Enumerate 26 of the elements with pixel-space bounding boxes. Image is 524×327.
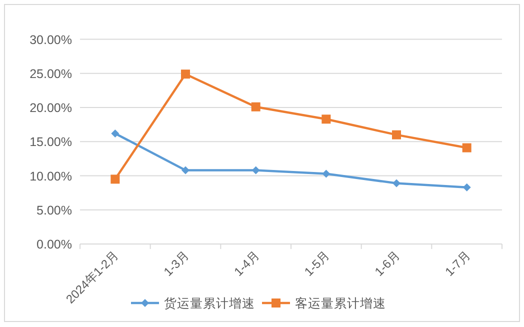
legend-label: 客运量累计增速 bbox=[295, 296, 386, 310]
point bbox=[181, 70, 190, 79]
y-tick-label: 10.00% bbox=[30, 169, 72, 184]
x-tick-label: 1-4月 bbox=[231, 248, 262, 279]
legend-label: 货运量累计增速 bbox=[164, 296, 255, 310]
x-tick-label: 1-6月 bbox=[372, 248, 403, 279]
point bbox=[392, 130, 401, 140]
y-tick-label: 0.00% bbox=[36, 238, 72, 252]
y-tick-label: 25.00% bbox=[30, 66, 72, 81]
x-tick-label: 1-7月 bbox=[442, 248, 473, 279]
y-tick-label: 20.00% bbox=[30, 101, 72, 116]
point bbox=[252, 166, 260, 174]
point bbox=[462, 183, 471, 192]
point bbox=[110, 174, 120, 184]
point bbox=[322, 170, 330, 178]
y-tick-label: 15.00% bbox=[30, 135, 72, 150]
point bbox=[182, 166, 190, 174]
x-tick-label: 1-5月 bbox=[302, 248, 332, 279]
point bbox=[111, 129, 120, 138]
x-tick-label: 1-3月 bbox=[160, 248, 192, 279]
point bbox=[392, 179, 400, 188]
point bbox=[251, 102, 260, 112]
point bbox=[462, 143, 472, 152]
y-tick-label: 5.00% bbox=[36, 203, 72, 218]
point bbox=[322, 114, 331, 124]
y-tick-label: 30.00% bbox=[30, 32, 72, 47]
